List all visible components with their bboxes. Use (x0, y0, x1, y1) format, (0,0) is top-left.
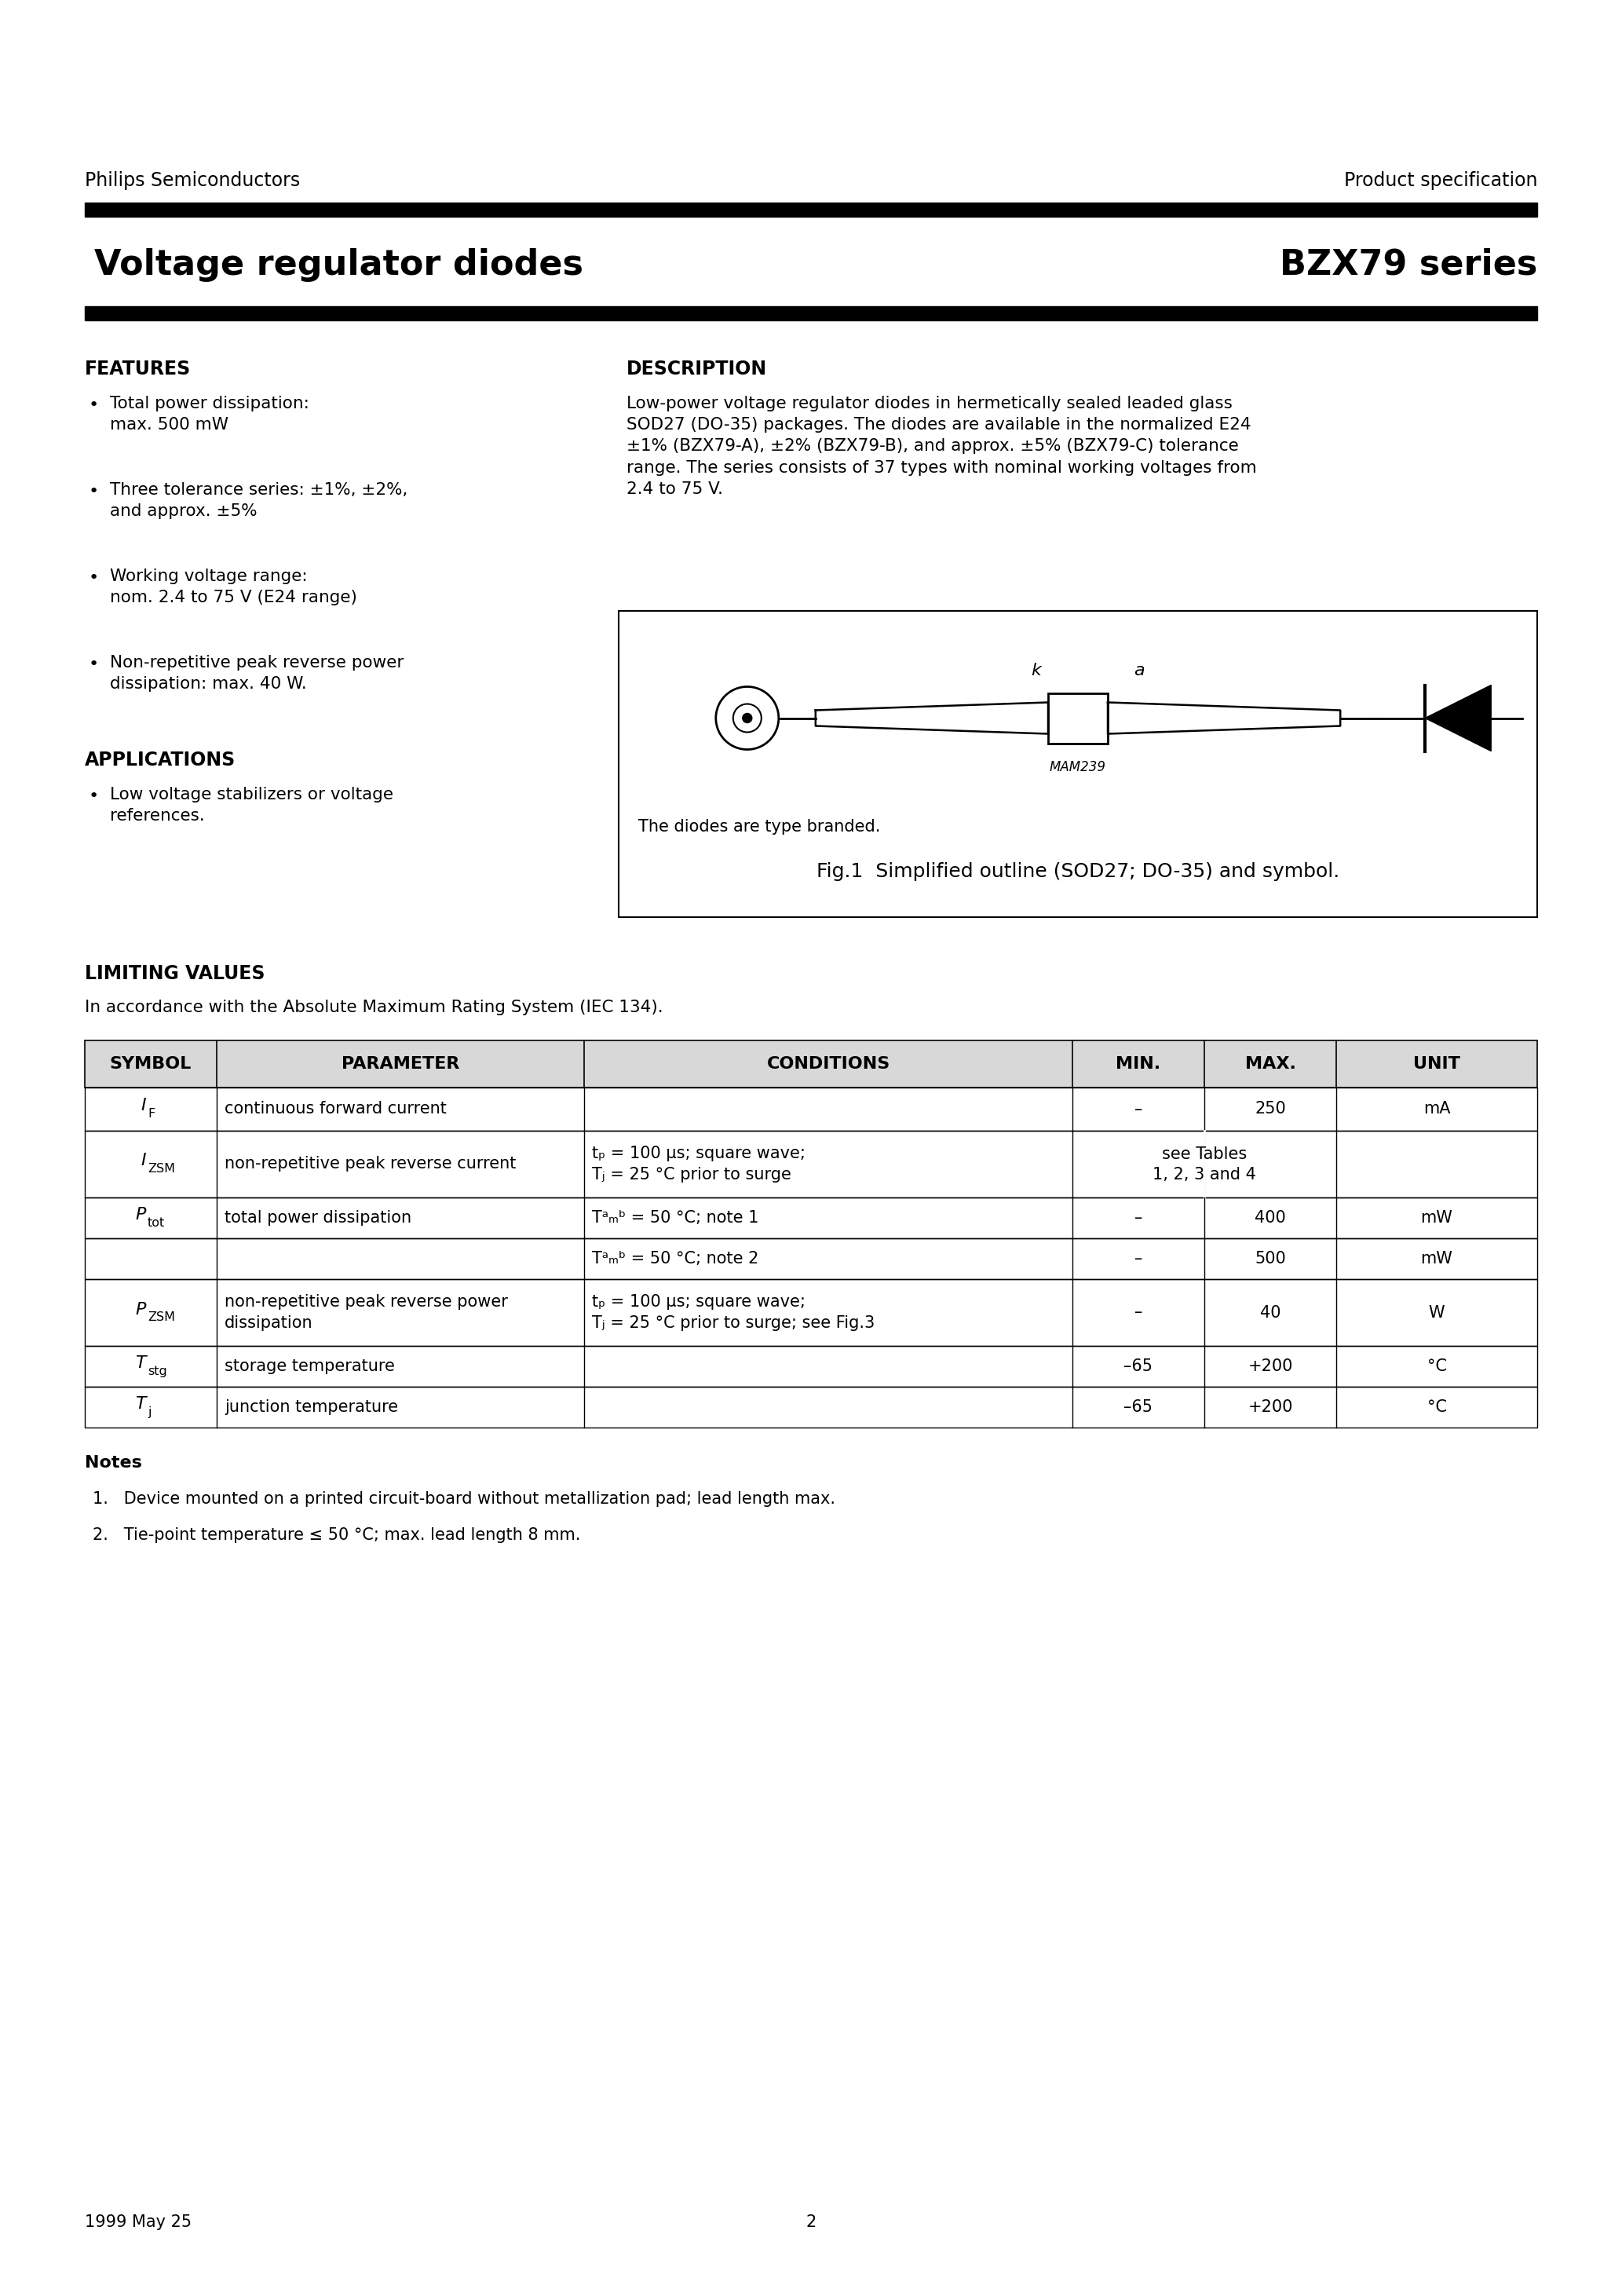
Text: UNIT: UNIT (1413, 1056, 1460, 1072)
Text: a: a (1134, 664, 1145, 680)
Text: The diodes are type branded.: The diodes are type branded. (639, 820, 881, 836)
Text: F: F (148, 1109, 154, 1120)
Text: 2.   Tie-point temperature ≤ 50 °C; max. lead length 8 mm.: 2. Tie-point temperature ≤ 50 °C; max. l… (92, 1527, 581, 1543)
Text: +200: +200 (1247, 1359, 1293, 1373)
Text: 1, 2, 3 and 4: 1, 2, 3 and 4 (1153, 1166, 1255, 1182)
Text: ZSM: ZSM (148, 1311, 175, 1322)
Text: •: • (89, 397, 99, 413)
Text: storage temperature: storage temperature (224, 1359, 394, 1373)
Text: 1999 May 25: 1999 May 25 (84, 2213, 191, 2229)
Text: SYMBOL: SYMBOL (110, 1056, 191, 1072)
Text: 400: 400 (1255, 1210, 1286, 1226)
Bar (84, 1387, 1538, 1428)
Text: °C: °C (1427, 1398, 1447, 1414)
Text: •: • (89, 484, 99, 501)
Text: j: j (148, 1405, 151, 1417)
Text: P: P (136, 1208, 146, 1221)
Text: MAX.: MAX. (1244, 1056, 1296, 1072)
Text: Non-repetitive peak reverse power
dissipation: max. 40 W.: Non-repetitive peak reverse power dissip… (110, 654, 404, 691)
Text: –65: –65 (1124, 1398, 1153, 1414)
Text: BZX79 series: BZX79 series (1280, 248, 1538, 282)
Bar (84, 1279, 1538, 1345)
Text: Tᵃₘᵇ = 50 °C; note 2: Tᵃₘᵇ = 50 °C; note 2 (592, 1251, 759, 1267)
Text: see Tables: see Tables (1161, 1146, 1247, 1162)
Text: 1.   Device mounted on a printed circuit-board without metallization pad; lead l: 1. Device mounted on a printed circuit-b… (92, 1490, 835, 1506)
Text: tₚ = 100 μs; square wave;
Tⱼ = 25 °C prior to surge: tₚ = 100 μs; square wave; Tⱼ = 25 °C pri… (592, 1146, 806, 1182)
Bar (84, 305, 1538, 321)
Text: Tᵃₘᵇ = 50 °C; note 1: Tᵃₘᵇ = 50 °C; note 1 (592, 1210, 759, 1226)
Text: Low voltage stabilizers or voltage
references.: Low voltage stabilizers or voltage refer… (110, 788, 393, 824)
Text: –: – (1134, 1304, 1142, 1320)
Text: MAM239: MAM239 (1049, 760, 1106, 774)
Text: mW: mW (1421, 1251, 1453, 1267)
Text: LIMITING VALUES: LIMITING VALUES (84, 964, 264, 983)
Polygon shape (1426, 684, 1491, 751)
Text: Low-power voltage regulator diodes in hermetically sealed leaded glass
SOD27 (DO: Low-power voltage regulator diodes in he… (626, 395, 1257, 496)
Text: I: I (141, 1153, 146, 1169)
Text: +200: +200 (1247, 1398, 1293, 1414)
Text: W: W (1429, 1304, 1445, 1320)
Text: Product specification: Product specification (1343, 172, 1538, 191)
Text: Notes: Notes (84, 1456, 143, 1472)
Text: In accordance with the Absolute Maximum Rating System (IEC 134).: In accordance with the Absolute Maximum … (84, 999, 663, 1015)
Text: mW: mW (1421, 1210, 1453, 1226)
Text: •: • (89, 657, 99, 673)
Text: Total power dissipation:
max. 500 mW: Total power dissipation: max. 500 mW (110, 395, 310, 434)
Text: Working voltage range:
nom. 2.4 to 75 V (E24 range): Working voltage range: nom. 2.4 to 75 V … (110, 569, 357, 606)
Text: T: T (135, 1396, 146, 1412)
Text: continuous forward current: continuous forward current (224, 1102, 446, 1116)
Text: APPLICATIONS: APPLICATIONS (84, 751, 235, 769)
Text: tₚ = 100 μs; square wave;
Tⱼ = 25 °C prior to surge; see Fig.3: tₚ = 100 μs; square wave; Tⱼ = 25 °C pri… (592, 1295, 874, 1332)
Bar (84, 1199, 1538, 1238)
Text: Philips Semiconductors: Philips Semiconductors (84, 172, 300, 191)
Text: I: I (141, 1097, 146, 1114)
Text: non-repetitive peak reverse current: non-repetitive peak reverse current (224, 1157, 516, 1171)
Text: 500: 500 (1255, 1251, 1286, 1267)
Bar (618, 611, 1538, 916)
Text: stg: stg (148, 1366, 167, 1378)
Bar (84, 1088, 1538, 1130)
Text: P: P (136, 1302, 146, 1318)
Text: total power dissipation: total power dissipation (224, 1210, 412, 1226)
Text: –: – (1134, 1210, 1142, 1226)
Text: T: T (135, 1355, 146, 1371)
Bar (1048, 693, 1108, 744)
Bar (84, 1040, 1538, 1088)
Text: non-repetitive peak reverse power
dissipation: non-repetitive peak reverse power dissip… (224, 1295, 508, 1332)
Text: tot: tot (148, 1217, 165, 1228)
Text: –65: –65 (1124, 1359, 1153, 1373)
Bar (84, 1345, 1538, 1387)
Text: Three tolerance series: ±1%, ±2%,
and approx. ±5%: Three tolerance series: ±1%, ±2%, and ap… (110, 482, 407, 519)
Text: 2: 2 (806, 2213, 816, 2229)
Circle shape (743, 714, 753, 723)
Text: k: k (1032, 664, 1041, 680)
Text: •: • (89, 569, 99, 585)
Text: Voltage regulator diodes: Voltage regulator diodes (94, 248, 584, 282)
Text: ZSM: ZSM (148, 1162, 175, 1176)
Bar (84, 1130, 1538, 1199)
Bar (84, 202, 1538, 216)
Text: junction temperature: junction temperature (224, 1398, 397, 1414)
Text: –: – (1134, 1251, 1142, 1267)
Text: 250: 250 (1255, 1102, 1286, 1116)
Text: DESCRIPTION: DESCRIPTION (626, 360, 767, 379)
Text: 40: 40 (1260, 1304, 1281, 1320)
Text: FEATURES: FEATURES (84, 360, 191, 379)
Text: MIN.: MIN. (1116, 1056, 1161, 1072)
Text: –: – (1134, 1102, 1142, 1116)
Text: mA: mA (1422, 1102, 1450, 1116)
Text: Fig.1  Simplified outline (SOD27; DO-35) and symbol.: Fig.1 Simplified outline (SOD27; DO-35) … (816, 861, 1340, 882)
Bar (84, 1238, 1538, 1279)
Text: °C: °C (1427, 1359, 1447, 1373)
Text: •: • (89, 788, 99, 804)
Text: PARAMETER: PARAMETER (341, 1056, 459, 1072)
Text: CONDITIONS: CONDITIONS (767, 1056, 890, 1072)
